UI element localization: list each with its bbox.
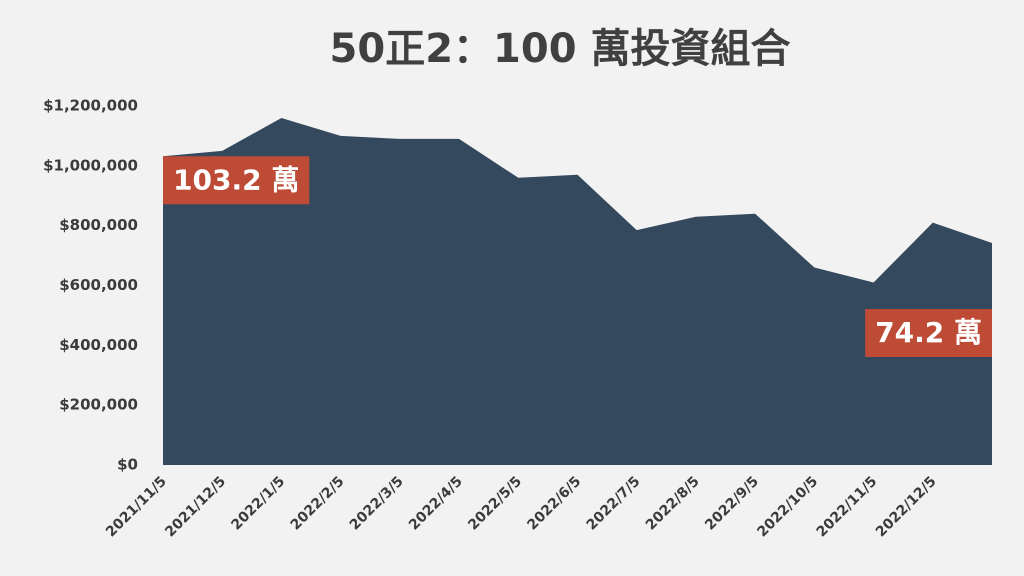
x-tick-label: 2022/5/5 bbox=[465, 474, 525, 534]
x-tick-label: 2021/12/5 bbox=[162, 474, 229, 541]
value-label-text: 103.2 萬 bbox=[173, 163, 299, 196]
y-tick-label: $1,000,000 bbox=[43, 156, 138, 174]
x-tick-label: 2022/6/5 bbox=[524, 474, 584, 534]
x-tick-label: 2022/12/5 bbox=[873, 474, 940, 541]
y-tick-label: $800,000 bbox=[59, 216, 138, 234]
chart-title: 50正2：100 萬投資組合 bbox=[330, 26, 791, 72]
value-label: 103.2 萬 bbox=[163, 156, 310, 205]
x-tick-label: 2022/8/5 bbox=[643, 474, 703, 534]
x-tick-label: 2021/11/5 bbox=[103, 474, 170, 541]
x-tick-label: 2022/4/5 bbox=[406, 474, 466, 534]
x-tick-label: 2022/7/5 bbox=[584, 474, 644, 534]
y-tick-label: $1,200,000 bbox=[43, 97, 138, 115]
x-tick-label: 2022/3/5 bbox=[347, 474, 407, 534]
x-tick-label: 2022/1/5 bbox=[228, 474, 288, 534]
y-tick-label: $600,000 bbox=[59, 276, 138, 294]
value-label-box bbox=[163, 156, 310, 205]
y-tick-label: $0 bbox=[117, 456, 138, 474]
value-label: 74.2 萬 bbox=[865, 309, 992, 358]
y-tick-label: $200,000 bbox=[59, 396, 138, 414]
x-tick-label: 2022/11/5 bbox=[814, 474, 881, 541]
x-tick-label: 2022/2/5 bbox=[288, 474, 348, 534]
value-label-box bbox=[865, 309, 992, 358]
x-tick-label: 2022/10/5 bbox=[754, 474, 821, 541]
x-tick-label: 2022/9/5 bbox=[702, 474, 762, 534]
area bbox=[163, 117, 992, 465]
y-tick-label: $400,000 bbox=[59, 336, 138, 354]
value-label-text: 74.2 萬 bbox=[875, 316, 982, 349]
